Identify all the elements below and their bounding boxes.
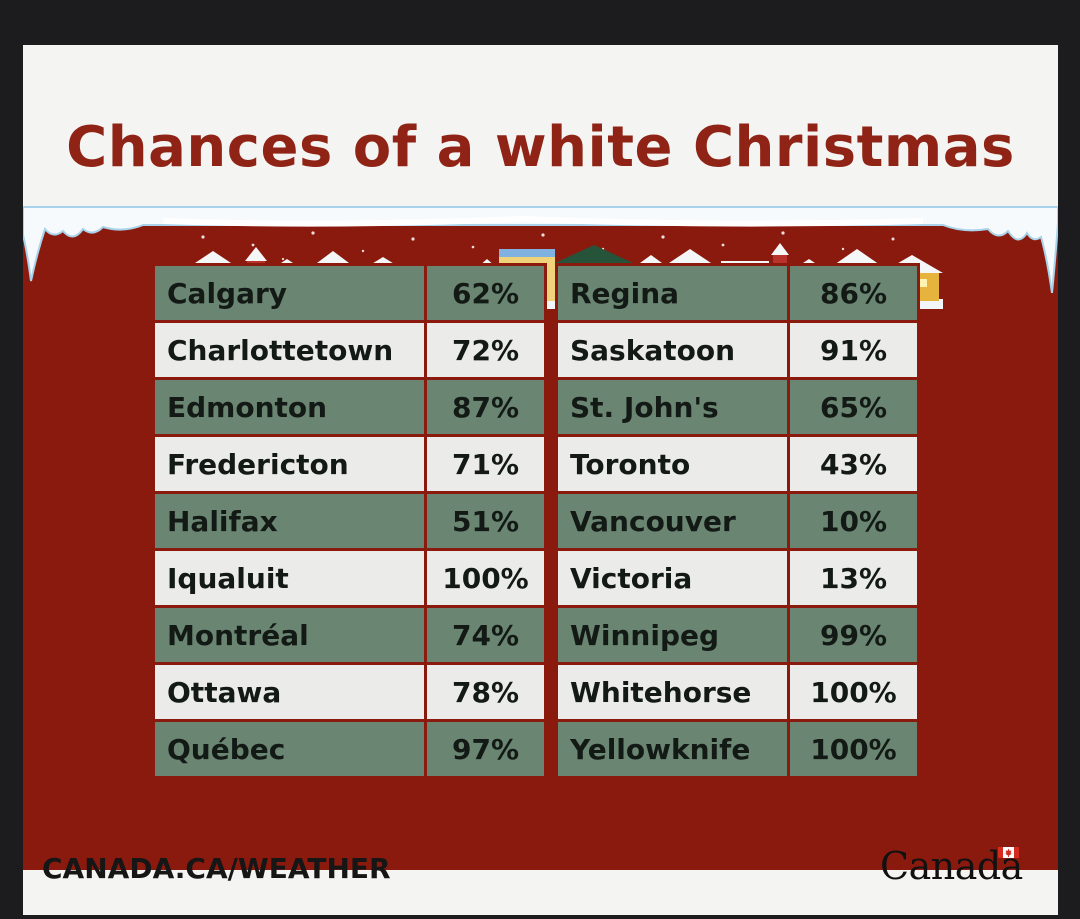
snow-chance-percent: 72% xyxy=(424,320,547,380)
snow-chance-percent: 43% xyxy=(787,434,920,494)
city-name: Montréal xyxy=(152,605,427,665)
snow-chance-percent: 97% xyxy=(424,719,547,779)
snow-chance-percent: 87% xyxy=(424,377,547,437)
city-name: Toronto xyxy=(555,434,790,494)
city-name: Ottawa xyxy=(152,662,427,722)
table-row: Halifax 51% xyxy=(152,491,547,551)
snow-chance-percent: 100% xyxy=(424,548,547,608)
table-row: Fredericton 71% xyxy=(152,434,547,494)
city-name: Edmonton xyxy=(152,377,427,437)
table-row: Victoria 13% xyxy=(555,548,920,608)
snow-chance-percent: 99% xyxy=(787,605,920,665)
snow-chance-percent: 100% xyxy=(787,719,920,779)
table-row: Yellowknife 100% xyxy=(555,719,920,779)
snow-chance-percent: 71% xyxy=(424,434,547,494)
white-christmas-tables: Calgary 62% Charlottetown 72% Edmonton 87% Fre… xyxy=(152,263,920,793)
table-row: Montréal 74% xyxy=(152,605,547,665)
table-row: Edmonton 87% xyxy=(152,377,547,437)
table-row: Regina 86% xyxy=(555,263,920,323)
footer-weather-link[interactable]: CANADA.CA/WEATHER xyxy=(42,852,391,885)
table-row: Vancouver 10% xyxy=(555,491,920,551)
city-name: Québec xyxy=(152,719,427,779)
city-name: Charlottetown xyxy=(152,320,427,380)
city-name: Regina xyxy=(555,263,790,323)
city-name: Yellowknife xyxy=(555,719,790,779)
table-row: Charlottetown 72% xyxy=(152,320,547,380)
table-row: Toronto 43% xyxy=(555,434,920,494)
city-name: Saskatoon xyxy=(555,320,790,380)
snow-chance-percent: 62% xyxy=(424,263,547,323)
snow-chance-percent: 78% xyxy=(424,662,547,722)
city-name: Winnipeg xyxy=(555,605,790,665)
snow-chance-percent: 100% xyxy=(787,662,920,722)
page-title: Chances of a white Christmas xyxy=(66,115,1015,180)
city-name: Fredericton xyxy=(152,434,427,494)
table-row: St. John's 65% xyxy=(555,377,920,437)
city-name: Calgary xyxy=(152,263,427,323)
snow-icicles-icon xyxy=(23,206,1058,293)
city-name: Iqualuit xyxy=(152,548,427,608)
city-name: Halifax xyxy=(152,491,427,551)
snow-chance-percent: 10% xyxy=(787,491,920,551)
city-name: St. John's xyxy=(555,377,790,437)
table-row: Calgary 62% xyxy=(152,263,547,323)
canada-flag-icon xyxy=(998,847,1019,858)
city-name: Victoria xyxy=(555,548,790,608)
city-name: Vancouver xyxy=(555,491,790,551)
table-row: Saskatoon 91% xyxy=(555,320,920,380)
snow-chance-percent: 91% xyxy=(787,320,920,380)
city-table-left: Calgary 62% Charlottetown 72% Edmonton 87% Fre… xyxy=(152,263,547,779)
city-table-right: Regina 86% Saskatoon 91% St. John's 65% Toront… xyxy=(555,263,920,779)
table-row: Winnipeg 99% xyxy=(555,605,920,665)
canada-wordmark-logo: Canada xyxy=(880,844,1025,888)
snow-chance-percent: 51% xyxy=(424,491,547,551)
snow-chance-percent: 86% xyxy=(787,263,920,323)
table-row: Québec 97% xyxy=(152,719,547,779)
snow-chance-percent: 13% xyxy=(787,548,920,608)
table-row: Whitehorse 100% xyxy=(555,662,920,722)
table-row: Iqualuit 100% xyxy=(152,548,547,608)
city-name: Whitehorse xyxy=(555,662,790,722)
snow-chance-percent: 65% xyxy=(787,377,920,437)
table-row: Ottawa 78% xyxy=(152,662,547,722)
snow-chance-percent: 74% xyxy=(424,605,547,665)
